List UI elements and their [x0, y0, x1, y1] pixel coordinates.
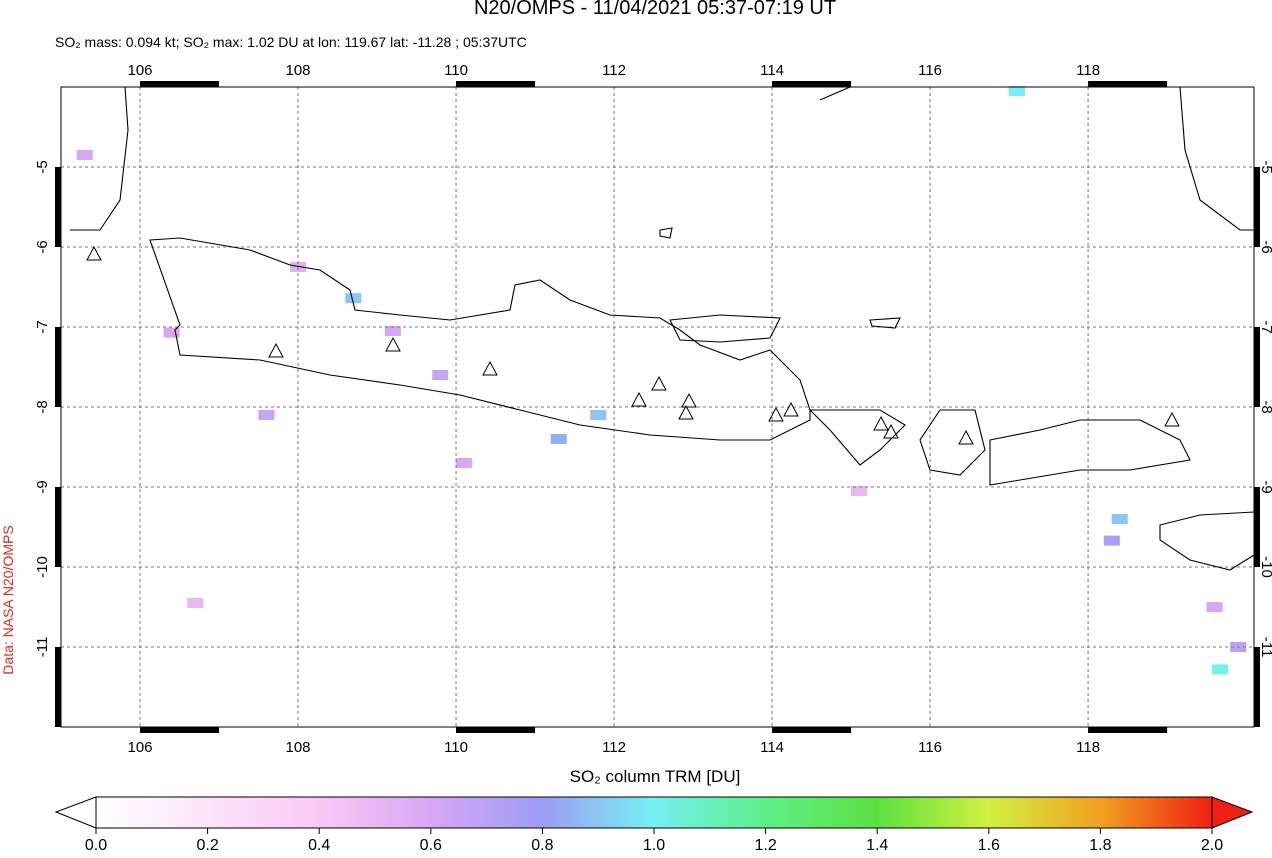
so2-pixel [1008, 86, 1025, 96]
colorbar [95, 796, 1213, 829]
so2-pixel [258, 410, 275, 420]
colorbar-over [1211, 796, 1254, 829]
volcano [958, 429, 974, 445]
colorbar-tick-label: 0.4 [308, 837, 330, 853]
volcano [883, 423, 899, 439]
volcano [681, 392, 697, 408]
so2-pixel [345, 293, 362, 304]
x-tick-label: 112 [602, 739, 626, 756]
colorbar-tick-label: 1.0 [643, 837, 665, 853]
y-tick-label: -5 [1258, 160, 1272, 173]
x-tick-label: 110 [444, 62, 468, 79]
frame-bar [55, 327, 61, 407]
so2-pixel [550, 434, 567, 444]
y-tick-label: -5 [34, 160, 51, 173]
volcano [1164, 411, 1180, 427]
volcano [873, 415, 889, 431]
colorbar-tick-label: 0.8 [531, 837, 553, 853]
colorbar-tick-label: 1.4 [866, 837, 888, 853]
x-tick-label: 118 [1076, 62, 1100, 79]
frame-bar [140, 727, 220, 733]
so2-pixel [1111, 514, 1128, 524]
colorbar-tick-label: 0.6 [420, 837, 442, 853]
x-tick-label: 106 [127, 62, 152, 79]
y-tick-label: -10 [1258, 556, 1272, 578]
frame-bar [55, 167, 61, 247]
title: N20/OMPS - 11/04/2021 05:37-07:19 UT [474, 0, 836, 19]
colorbar-under [54, 796, 97, 829]
volcano [268, 342, 284, 358]
volcano [651, 375, 667, 391]
volcano [631, 391, 647, 407]
volcanoes [86, 245, 1180, 445]
y-tick-label: -8 [1258, 400, 1272, 413]
subtitle: SO₂ mass: 0.094 kt; SO₂ max: 1.02 DU at … [55, 34, 527, 50]
frame-bar [55, 487, 61, 567]
x-tick-label: 116 [918, 739, 942, 756]
frame-bar [456, 81, 536, 87]
y-tick-label: -6 [1258, 240, 1272, 253]
volcano [768, 406, 784, 422]
x-tick-label: 108 [286, 739, 311, 756]
so2-pixel [1103, 535, 1120, 546]
colorbar-label: SO₂ column TRM [DU] [570, 767, 741, 786]
colorbar-tick-label: 0.0 [85, 837, 107, 853]
x-tick-label: 114 [760, 62, 784, 79]
credit: Data: NASA N20/OMPS [0, 525, 16, 674]
so2-pixel [455, 458, 472, 468]
coastlines [70, 86, 1255, 571]
y-tick-label: -6 [34, 240, 51, 253]
so2-pixel [384, 326, 401, 336]
frame-bar [1254, 647, 1260, 727]
frame-bar [140, 81, 220, 87]
so2-pixel [850, 486, 867, 496]
frame-bar [55, 647, 61, 727]
colorbar-tick-label: 0.2 [196, 837, 218, 853]
y-tick-label: -10 [34, 556, 51, 578]
frame-bar [456, 727, 536, 733]
frame-bar [1088, 81, 1168, 87]
frame-bar [772, 727, 852, 733]
colorbar-tick-label: 1.2 [754, 837, 776, 853]
so2-pixel [590, 410, 607, 420]
so2-pixel [1206, 602, 1223, 612]
x-tick-label: 110 [444, 739, 468, 756]
x-tick-label: 108 [286, 62, 311, 79]
y-tick-label: -11 [1258, 637, 1272, 658]
x-tick-label: 116 [918, 62, 942, 79]
y-tick-label: -7 [34, 320, 51, 333]
volcano [678, 404, 694, 420]
x-tick-label: 106 [127, 739, 152, 756]
y-tick-label: -9 [34, 480, 51, 493]
x-tick-label: 114 [760, 739, 784, 756]
x-tick-label: 112 [602, 62, 626, 79]
frame-bar [1254, 167, 1260, 247]
so2-pixel [1212, 664, 1229, 675]
frame-bar [772, 81, 852, 87]
colorbar-tick-label: 1.8 [1089, 837, 1111, 853]
y-tick-label: -8 [34, 400, 51, 413]
colorbar-tick-label: 1.6 [978, 837, 1000, 853]
frame-bar [1254, 487, 1260, 567]
x-tick-label: 118 [1076, 739, 1100, 756]
so2-pixel [163, 327, 180, 338]
y-tick-label: -7 [1258, 320, 1272, 333]
so2-pixel [187, 598, 204, 608]
volcano [86, 245, 102, 261]
colorbar-tick-label: 2.0 [1201, 837, 1223, 853]
so2-pixel [76, 150, 93, 160]
volcano [783, 401, 799, 417]
frame-bar [1254, 327, 1260, 407]
y-tick-label: -9 [1258, 480, 1272, 493]
volcano [385, 336, 401, 352]
frame-bar [1088, 727, 1168, 733]
volcano [482, 360, 498, 376]
so2-pixel [432, 370, 449, 380]
y-tick-label: -11 [34, 637, 51, 658]
